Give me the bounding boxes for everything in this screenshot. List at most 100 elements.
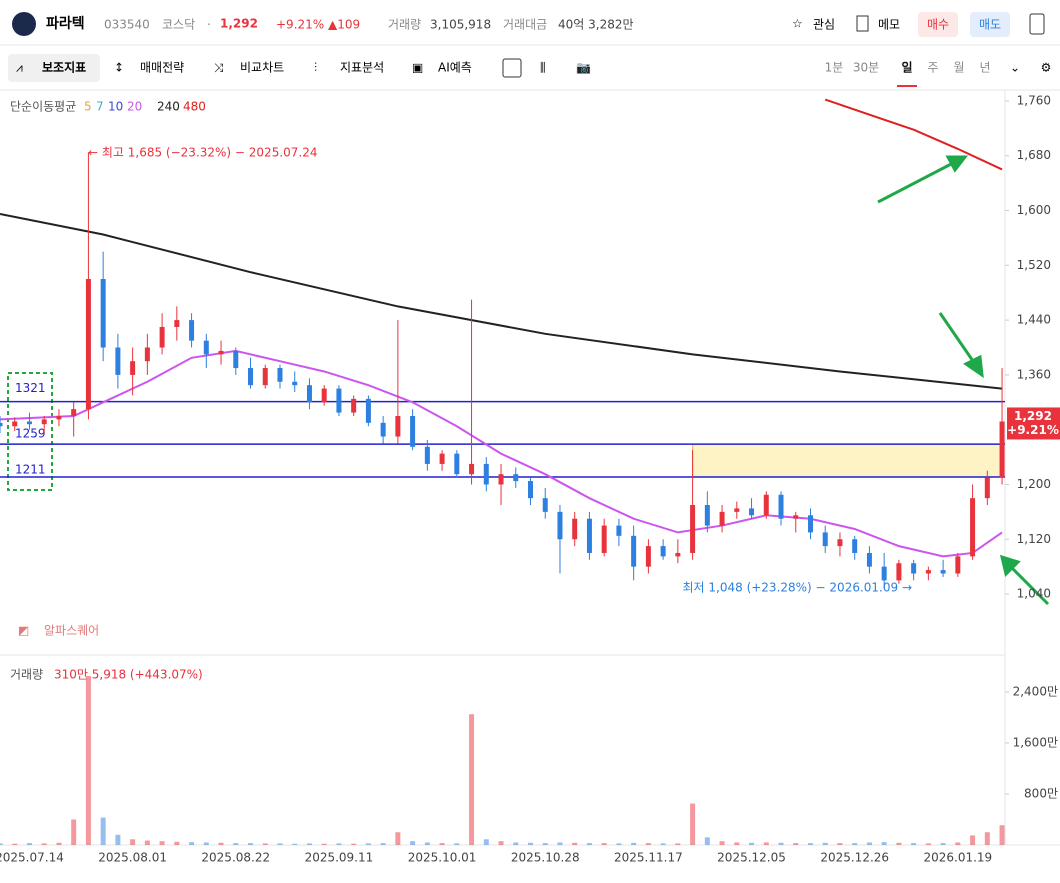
candle-body	[586, 518, 592, 553]
volume-bar	[763, 842, 769, 845]
volume-bar	[527, 842, 533, 845]
memo-icon[interactable]	[856, 15, 869, 32]
candle-body	[793, 515, 799, 519]
layout-icon[interactable]	[1029, 13, 1045, 35]
volume-bar	[424, 842, 430, 845]
candle-body	[749, 508, 755, 516]
candle-icon[interactable]: ⫼	[540, 61, 546, 75]
candle-body	[144, 347, 150, 362]
watch-button[interactable]: 관심	[813, 18, 835, 32]
sell-button-bg[interactable]	[970, 12, 1010, 37]
candle-body	[174, 320, 180, 327]
separator: ·	[207, 18, 211, 32]
candle-body	[277, 368, 283, 382]
volume-bar	[852, 843, 858, 845]
volume-bar	[292, 843, 298, 845]
volume-bar	[572, 842, 578, 845]
arrow	[1008, 564, 1050, 606]
buy-button-bg[interactable]	[918, 12, 958, 37]
volume-bar	[248, 843, 254, 845]
period-button[interactable]: 1분	[825, 61, 844, 75]
tool-icon[interactable]: ⩘	[16, 61, 23, 75]
candle-body	[704, 505, 710, 526]
tool-button[interactable]: 지표분석	[340, 61, 384, 75]
candle-body	[896, 563, 902, 581]
buy-button[interactable]: 매수	[927, 18, 949, 32]
level-label-box	[7, 372, 53, 491]
amount-label: 거래대금	[503, 18, 547, 32]
period-button[interactable]: 일	[901, 61, 912, 75]
x-tick-label: 2025.08.22	[201, 851, 270, 865]
candle-body	[763, 494, 769, 516]
ma-legend-item: 5	[84, 100, 92, 114]
period-button[interactable]: 30분	[853, 61, 879, 75]
volume-bar	[631, 842, 637, 845]
sell-button[interactable]: 매도	[979, 18, 1001, 32]
period-dropdown[interactable]: ⌄	[1010, 61, 1020, 75]
candle-body	[940, 570, 946, 574]
change: ▲109	[328, 18, 360, 32]
camera-icon[interactable]: 📷	[576, 61, 591, 75]
volume-bar	[483, 839, 489, 845]
ma-legend-item: 240	[157, 100, 180, 114]
volume-bar	[85, 675, 91, 845]
zone	[692, 443, 1003, 478]
settings-icon[interactable]: ⚙	[1041, 61, 1052, 75]
tool-icon[interactable]: ⫶	[314, 61, 317, 75]
volume-tick-label: 1,600만	[1013, 735, 1058, 749]
volume-bar	[306, 843, 312, 845]
y-tick-label: 1,440	[1017, 313, 1051, 327]
candle-body	[970, 498, 976, 557]
active-tool-bg[interactable]	[8, 54, 100, 82]
candle-body	[660, 546, 666, 557]
tool-icon[interactable]: ⤨	[214, 61, 224, 75]
candle-body	[159, 326, 165, 348]
candle-body	[0, 422, 3, 427]
volume-bar	[365, 843, 371, 845]
candle-body	[248, 368, 254, 386]
y-tick-label: 1,760	[1017, 93, 1051, 107]
tool-button[interactable]: 비교차트	[240, 61, 284, 75]
y-tick-label: 1,120	[1017, 532, 1051, 546]
volume-bar	[26, 843, 32, 845]
ma-legend-title: 단순이동평균	[10, 100, 76, 114]
tool-button[interactable]: 매매전략	[140, 61, 184, 75]
period-button[interactable]: 주	[927, 61, 938, 75]
period-button[interactable]: 년	[979, 61, 990, 75]
candle-body	[85, 279, 91, 410]
candle-body	[439, 453, 445, 464]
tool-button[interactable]: 보조지표	[42, 60, 86, 75]
ma-legend-item: 7	[96, 100, 104, 114]
volume-bar	[203, 842, 209, 845]
volume-bar	[351, 843, 357, 845]
candle-body	[822, 532, 828, 547]
ma-line	[0, 349, 1003, 558]
volume-bar	[734, 842, 740, 845]
volume-current: 310만 5,918 (+443.07%)	[54, 668, 203, 682]
volume-bar	[12, 843, 18, 845]
arrow	[938, 312, 977, 365]
candle-body	[852, 539, 858, 553]
volume-tick-label: 800만	[1024, 786, 1058, 800]
candle-body	[719, 511, 725, 526]
period-button[interactable]: 월	[953, 61, 964, 75]
candle-body	[645, 546, 651, 567]
box-icon[interactable]	[502, 58, 522, 78]
volume-bar	[616, 843, 622, 845]
level-label: 1259	[15, 427, 46, 441]
y-tick-label: 1,600	[1017, 203, 1051, 217]
candle-body	[911, 563, 917, 574]
tool-button[interactable]: AI예측	[438, 61, 472, 75]
memo-button[interactable]: 메모	[878, 18, 900, 32]
tool-icon[interactable]: ▣	[412, 61, 423, 75]
arrows	[877, 155, 1050, 606]
volume-bar	[233, 843, 239, 845]
candle-body	[410, 415, 416, 447]
candle-body	[734, 508, 740, 512]
tool-icon[interactable]: ↕	[114, 61, 124, 75]
volume-bar	[719, 841, 725, 845]
volume-bar	[557, 842, 563, 845]
high-note: ← 최고 1,685 (−23.32%) − 2025.07.24	[88, 146, 318, 160]
last-price: 1,292	[1014, 409, 1052, 423]
watch-icon[interactable]: ☆	[792, 17, 803, 31]
